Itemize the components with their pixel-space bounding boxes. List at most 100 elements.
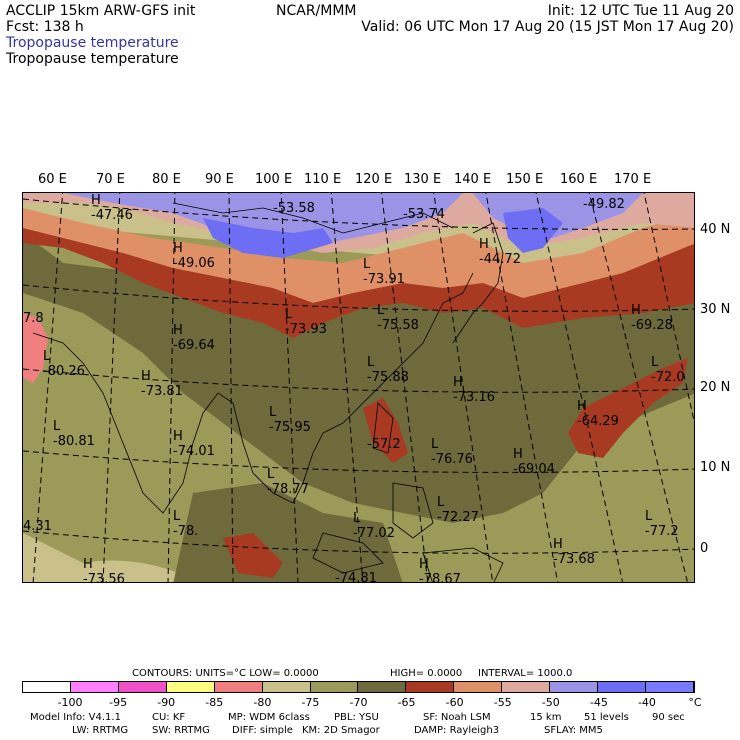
map-label: L -72.27: [437, 495, 479, 525]
map-label: L -72.0: [651, 355, 685, 385]
map-label: H -73.56: [83, 557, 125, 583]
lat-label: 0: [700, 541, 709, 556]
color-bar-tick: -80: [253, 696, 272, 709]
map-label: H -78.67: [419, 557, 461, 583]
warm-patch-pacific: [568, 358, 688, 458]
lon-label: 70 E: [96, 172, 125, 187]
valid-time: Valid: 06 UTC Mon 17 Aug 20 (15 JST Mon …: [361, 19, 734, 35]
color-bar-tick: -55: [493, 696, 512, 709]
lat-label: 40 N: [700, 222, 731, 237]
field-title-blue: Tropopause temperature: [6, 35, 179, 51]
color-bar-tick: -65: [397, 696, 416, 709]
color-bar-tick: -40: [637, 696, 656, 709]
center-label: NCAR/MMM: [276, 3, 357, 19]
map-label: L -73.91: [363, 257, 405, 287]
lon-label: 80 E: [152, 172, 181, 187]
footer-diff: DIFF: simple: [232, 725, 293, 736]
map-label: L -76.76: [431, 437, 473, 467]
map-label: L -78.: [173, 509, 199, 539]
lon-label: 100 E: [255, 172, 293, 187]
color-bar-tick: °C: [688, 696, 702, 709]
cold-patch-india: [23, 313, 48, 383]
footer-sflay: SFLAY: MM5: [544, 725, 603, 736]
map-label: L -78.77: [267, 467, 309, 497]
graticule: [23, 193, 694, 582]
footer-lw: LW: RRTMG: [72, 725, 129, 736]
init-time: Init: 12 UTC Tue 11 Aug 20: [547, 3, 734, 19]
map-label: -57.2: [367, 437, 401, 452]
footer-levels: 51 levels: [584, 712, 629, 723]
lon-label: 110 E: [304, 172, 342, 187]
lon-label: 130 E: [404, 172, 442, 187]
footer-sw: SW: RRTMG: [152, 725, 210, 736]
color-bar-cell: [70, 682, 119, 692]
color-bar-tick: -60: [445, 696, 464, 709]
color-bar-tick: -100: [57, 696, 83, 709]
band-m70-south: [173, 483, 403, 582]
map-label: H -44.72: [479, 237, 521, 267]
map-label: H -64.29: [577, 399, 619, 429]
temperature-map: [23, 193, 694, 582]
map-label: H -69.64: [173, 323, 215, 353]
color-bar-cell: [310, 682, 359, 692]
band-m50: [63, 193, 463, 248]
legend-high: HIGH= 0.0000: [390, 668, 463, 679]
map-label: L -77.02: [353, 511, 395, 541]
color-bar-tick: -50: [541, 696, 560, 709]
footer-mp: MP: WDM 6class: [228, 712, 310, 723]
color-bar-cell: [454, 682, 503, 692]
map-label: H -69.28: [631, 303, 673, 333]
footer-damp: DAMP: Rayleigh3: [414, 725, 500, 736]
map-label: H -73.68: [553, 537, 595, 567]
color-bar-tick: -75: [301, 696, 320, 709]
lat-label: 10 N: [700, 460, 731, 475]
map-panel: H -47.46 -53.58 -53.74 -49.82 H -49.06 H -4…: [22, 192, 695, 583]
map-label: -49.82: [583, 197, 625, 212]
color-bar-cell: [550, 682, 599, 692]
map-label: L -75.95: [269, 405, 311, 435]
model-title: ACCLIP 15km ARW-GFS init: [6, 3, 196, 19]
color-bar-cell: [23, 682, 71, 692]
footer-timestep: 90 sec: [652, 712, 685, 723]
color-bar-tick: -95: [109, 696, 128, 709]
color-bar-tick: -70: [349, 696, 368, 709]
map-label: H -69.04: [513, 447, 555, 477]
map-label: L -80.81: [53, 419, 95, 449]
color-bar-cell: [358, 682, 407, 692]
lon-label: 140 E: [454, 172, 492, 187]
lon-label: 150 E: [506, 172, 544, 187]
footer-km: KM: 2D Smagor: [302, 725, 380, 736]
map-label: L -77.2: [645, 509, 679, 539]
color-bar-cell: [166, 682, 215, 692]
coastlines: [32, 202, 504, 582]
color-bar-tick: -90: [157, 696, 176, 709]
map-label: H -73.81: [141, 369, 183, 399]
map-label: L -75.58: [377, 303, 419, 333]
color-bar-cell: [598, 682, 646, 692]
map-label: L -80.26: [43, 349, 85, 379]
forecast-hour: Fcst: 138 h: [6, 19, 84, 35]
map-label: -74.81: [335, 571, 377, 583]
footer-resolution: 15 km: [530, 712, 562, 723]
lon-label: 170 E: [614, 172, 652, 187]
map-label: H -73.16: [453, 375, 495, 405]
map-label: H -49.06: [173, 241, 215, 271]
legend-contours: CONTOURS: UNITS=°C LOW= 0.0000: [132, 668, 319, 679]
color-bar-cell: [645, 682, 694, 692]
footer-sf: SF: Noah LSM: [423, 712, 491, 723]
lon-label: 120 E: [355, 172, 393, 187]
map-label: H -74.01: [173, 429, 215, 459]
color-bar: [22, 681, 695, 693]
color-bar-cell: [118, 682, 167, 692]
band-m45-east: [503, 208, 563, 253]
map-label: 4.31: [23, 519, 52, 534]
color-bar-cell: [214, 682, 263, 692]
map-label: -53.58: [273, 201, 315, 216]
legend-interval: INTERVAL= 1000.0: [478, 668, 573, 679]
map-label: 7.8: [23, 311, 44, 326]
map-label: L -75.88: [367, 355, 409, 385]
field-title: Tropopause temperature: [6, 51, 179, 67]
color-bar-cell: [262, 682, 311, 692]
map-label: H -47.46: [91, 193, 133, 223]
footer-cu: CU: KF: [152, 712, 186, 723]
